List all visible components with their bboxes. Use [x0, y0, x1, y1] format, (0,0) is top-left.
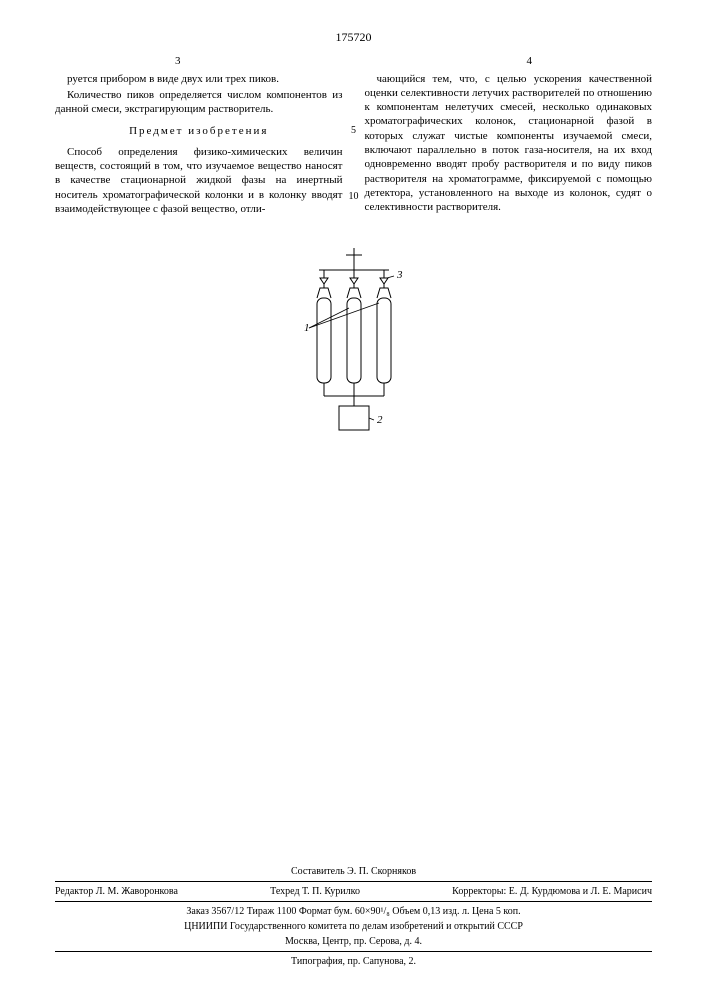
figure-area: 3 1 2: [55, 248, 652, 452]
address-line: Москва, Центр, пр. Серова, д. 4.: [55, 935, 652, 948]
right-p1: чающийся тем, что, с целью ускорения кач…: [365, 72, 653, 215]
org-line: ЦНИИПИ Государственного комитета по дела…: [55, 920, 652, 933]
techred: Техред Т. П. Курилко: [270, 885, 360, 898]
document-number: 175720: [55, 30, 652, 46]
credits-line: Редактор Л. М. Жаворонкова Техред Т. П. …: [55, 885, 652, 898]
left-column: руется прибором в виде двух или трех пик…: [55, 72, 343, 219]
diagram-label-3: 3: [396, 269, 403, 281]
compiler-line: Составитель Э. П. Скорняков: [55, 865, 652, 878]
chromatograph-diagram: 3 1 2: [284, 248, 424, 448]
page-number-row: 3 4: [55, 54, 652, 68]
page-number-left: 3: [175, 54, 181, 68]
line-marker-10: 10: [349, 190, 359, 203]
diagram-label-1: 1: [304, 322, 310, 334]
editor: Редактор Л. М. Жаворонкова: [55, 885, 178, 898]
right-column: чающийся тем, что, с целью ускорения кач…: [365, 72, 653, 219]
left-p1: руется прибором в виде двух или трех пик…: [55, 72, 343, 86]
left-p2: Количество пиков определяется числом ком…: [55, 88, 343, 117]
page-number-right: 4: [527, 54, 533, 68]
diagram-label-2: 2: [377, 414, 383, 426]
correctors-label: Корректоры:: [452, 886, 506, 897]
patent-page: 175720 3 4 5 10 руется прибором в виде д…: [0, 0, 707, 473]
footer-block: Составитель Э. П. Скорняков Редактор Л. …: [55, 863, 652, 970]
subject-heading: Предмет изобретения: [55, 124, 343, 138]
print-line: Типография, пр. Сапунова, 2.: [55, 955, 652, 968]
correctors: Е. Д. Курдюмова и Л. Е. Марисич: [509, 886, 652, 897]
line-marker-5: 5: [351, 124, 356, 137]
left-p3: Способ определения физико-химических вел…: [55, 145, 343, 216]
order-line: Заказ 3567/12 Тираж 1100 Формат бум. 60×…: [55, 905, 652, 918]
